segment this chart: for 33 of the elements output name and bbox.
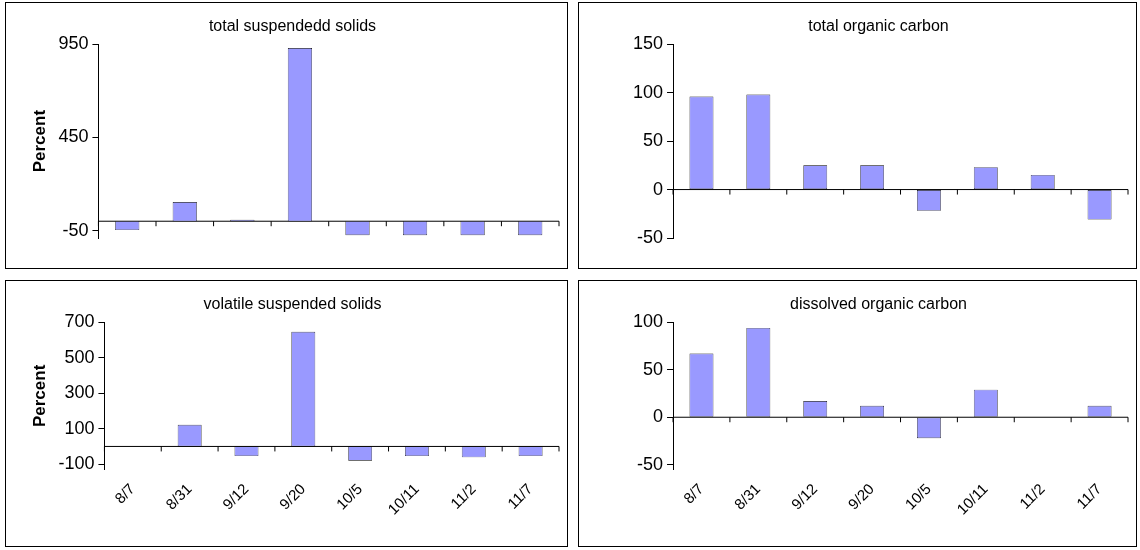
x-tick-label: 11/2	[1015, 479, 1048, 512]
chart-title: dissolved organic carbon	[790, 295, 967, 313]
y-tick-label: 300	[64, 382, 95, 403]
x-tick-label: 9/12	[218, 479, 252, 513]
y-tick-label: -50	[637, 226, 664, 247]
x-tick-label: 9/12	[787, 479, 821, 513]
y-tick-label: -50	[637, 453, 664, 474]
y-tick-label: 500	[64, 346, 95, 367]
x-tick-label: 9/20	[844, 479, 878, 513]
y-axis-title: Percent	[29, 364, 49, 428]
y-tick-label: 50	[643, 130, 664, 151]
x-tick-label: 11/2	[446, 479, 479, 512]
chart-title: volatile suspended solids	[203, 295, 382, 313]
x-tick-label: 8/31	[162, 479, 195, 513]
y-tick-label: 0	[653, 406, 664, 427]
y-tick-label: 0	[653, 178, 664, 199]
y-tick-label: 450	[58, 126, 89, 147]
y-tick-label: -100	[58, 453, 95, 474]
x-tick-label: 8/7	[111, 479, 138, 507]
chart-title: total organic carbon	[808, 17, 949, 35]
y-tick-label: -50	[62, 219, 89, 240]
y-tick-label: 100	[632, 81, 664, 102]
y-tick-label: 700	[64, 311, 95, 332]
x-tick-label: 8/7	[679, 479, 707, 507]
y-axis-title: Percent	[29, 109, 49, 173]
y-tick-label: 100	[64, 417, 95, 438]
y-tick-label: 100	[632, 311, 664, 332]
y-tick-label: 150	[632, 33, 664, 54]
y-tick-label: 50	[643, 358, 664, 379]
y-tick-label: 950	[58, 33, 89, 54]
x-tick-label: 8/31	[730, 479, 764, 513]
x-tick-label: 9/20	[275, 479, 309, 513]
chart-title: total suspendedd solids	[208, 17, 377, 35]
